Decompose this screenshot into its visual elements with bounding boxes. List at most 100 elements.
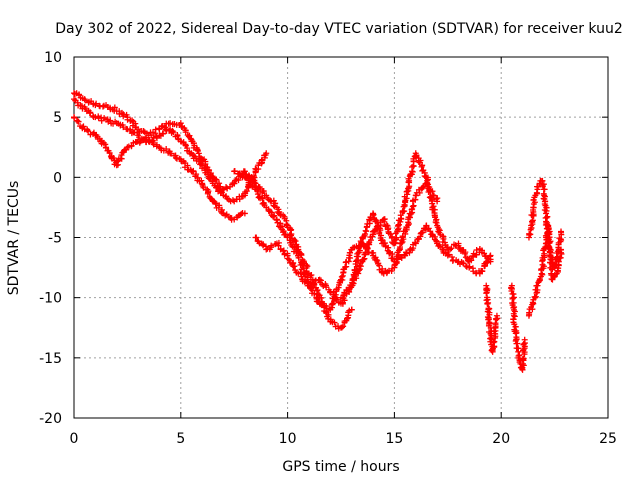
data-point-dense xyxy=(146,138,153,145)
chart-title: Day 302 of 2022, Sidereal Day-to-day VTE… xyxy=(55,21,623,37)
data-point xyxy=(263,150,270,157)
data-point-dense xyxy=(426,184,433,191)
data-point-dense xyxy=(491,338,498,345)
data-point-dense xyxy=(398,237,405,244)
data-point-dense xyxy=(284,234,291,241)
y-tick-label: -5 xyxy=(48,231,62,247)
data-point-dense xyxy=(299,262,306,269)
data-point-dense xyxy=(172,154,179,161)
x-tick-label: 15 xyxy=(385,431,403,447)
data-point-dense xyxy=(323,303,330,310)
data-point-dense xyxy=(163,146,170,153)
data-point-dense xyxy=(268,242,275,249)
data-point-dense xyxy=(397,253,404,260)
data-point-dense xyxy=(107,117,114,124)
data-point-dense xyxy=(481,262,488,269)
data-point-dense xyxy=(519,356,526,363)
y-tick-label: -15 xyxy=(39,351,62,367)
data-point xyxy=(241,210,248,217)
data-point-dense xyxy=(194,174,201,181)
data-point-dense xyxy=(231,167,238,174)
data-point xyxy=(487,258,494,265)
data-point-dense xyxy=(153,143,160,150)
data-point-dense xyxy=(545,230,552,237)
data-point-dense xyxy=(195,150,202,157)
data-point-dense xyxy=(347,249,354,256)
data-point-dense xyxy=(148,132,155,139)
data-point-dense xyxy=(541,250,548,257)
data-point-dense xyxy=(520,355,527,362)
data-point-dense xyxy=(412,240,419,247)
data-point-dense xyxy=(202,161,209,168)
data-point-dense xyxy=(120,124,127,131)
data-point-dense xyxy=(393,234,400,241)
y-tick-label: -20 xyxy=(39,411,62,427)
x-tick-label: 10 xyxy=(279,431,297,447)
data-point-dense xyxy=(431,212,438,219)
data-point-dense xyxy=(236,170,243,177)
data-point-dense xyxy=(295,254,302,261)
data-point-dense xyxy=(405,220,412,227)
data-point-dense xyxy=(253,234,260,241)
data-point-dense xyxy=(105,147,112,154)
data-point-dense xyxy=(445,251,452,258)
data-point-dense xyxy=(87,109,94,116)
data-point-dense xyxy=(370,212,377,219)
data-point-dense xyxy=(248,174,255,181)
data-point-dense xyxy=(291,243,298,250)
data-point-dense xyxy=(448,245,455,252)
data-point-dense xyxy=(547,259,554,266)
data-point-dense xyxy=(240,171,247,178)
data-point-dense xyxy=(526,311,533,318)
data-point-dense xyxy=(246,177,253,184)
data-point-dense xyxy=(288,231,295,238)
data-point-dense xyxy=(483,290,490,297)
y-tick-label: -10 xyxy=(39,291,62,307)
data-point-dense xyxy=(162,124,169,131)
x-tick-label: 0 xyxy=(70,431,79,447)
data-point-dense xyxy=(533,290,540,297)
data-point-dense xyxy=(235,177,242,184)
data-point-dense xyxy=(229,197,236,204)
data-point-dense xyxy=(206,166,213,173)
data-point-dense xyxy=(80,123,87,130)
series-track-g xyxy=(483,282,501,355)
data-point-dense xyxy=(259,195,266,202)
data-point-dense xyxy=(548,266,555,273)
data-point xyxy=(521,336,528,343)
data-point-dense xyxy=(371,227,378,234)
data-point-dense xyxy=(406,177,413,184)
data-point-dense xyxy=(373,256,380,263)
data-point-dense xyxy=(258,194,265,201)
data-point-dense xyxy=(440,235,447,242)
y-axis-label: SDTVAR / TECUs xyxy=(6,181,22,296)
y-tick-label: 5 xyxy=(53,110,62,126)
data-point-dense xyxy=(410,202,417,209)
data-point-dense xyxy=(424,181,431,188)
data-point-dense xyxy=(399,234,406,241)
data-point-dense xyxy=(307,283,314,290)
data-point-dense xyxy=(427,188,434,195)
data-point-dense xyxy=(415,186,422,193)
data-point-dense xyxy=(339,295,346,302)
data-point-dense xyxy=(508,287,515,294)
data-point-dense xyxy=(468,257,475,264)
data-point-dense xyxy=(311,290,318,297)
data-point-dense xyxy=(340,323,347,330)
data-point-dense xyxy=(271,212,278,219)
data-point-dense xyxy=(540,183,547,190)
data-point-dense xyxy=(317,277,324,284)
series-track-c xyxy=(71,90,355,332)
data-point-dense xyxy=(432,219,439,226)
series-track-j xyxy=(525,222,565,319)
data-point xyxy=(434,198,441,205)
data-point-dense xyxy=(297,269,304,276)
data-point-dense xyxy=(490,339,497,346)
data-point-dense xyxy=(430,192,437,199)
data-point-dense xyxy=(424,176,431,183)
data-point-dense xyxy=(212,201,219,208)
data-point-dense xyxy=(416,189,423,196)
series-track-e xyxy=(252,210,494,307)
data-point-dense xyxy=(363,245,370,252)
data-point xyxy=(558,228,565,235)
